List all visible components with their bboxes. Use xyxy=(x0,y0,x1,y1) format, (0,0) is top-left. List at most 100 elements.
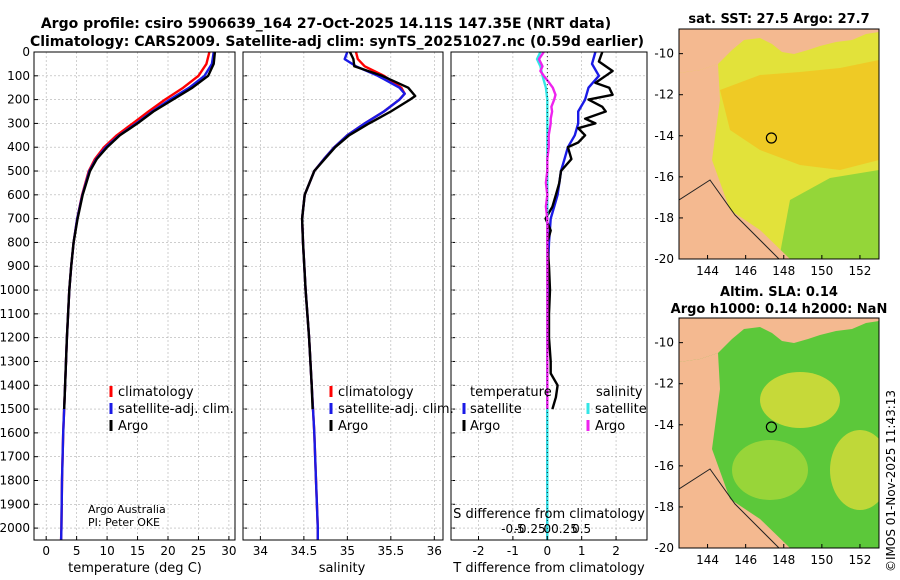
legend-label-satellite: satellite-adj. clim. xyxy=(338,402,454,417)
depth-tick-label: 2000 xyxy=(0,521,30,535)
s-tick-label: -0.25 xyxy=(515,522,546,536)
temperature-legend: climatology satellite-adj. clim. Argo xyxy=(109,385,234,434)
figure-title-line1: Argo profile: csiro 5906639_164 27-Oct-2… xyxy=(41,16,611,32)
lon-tick-label: 146 xyxy=(734,264,757,278)
depth-tick-label: 300 xyxy=(7,116,30,130)
depth-tick-label: 200 xyxy=(7,93,30,107)
depth-tick-label: 500 xyxy=(7,164,30,178)
lat-tick-label: -16 xyxy=(654,170,674,184)
s-tick-label: -0.5 xyxy=(501,522,524,536)
depth-tick-label: 1500 xyxy=(0,402,30,416)
queensland-coast xyxy=(679,64,790,259)
sst-map-frame xyxy=(678,28,880,260)
credit-line2: PI: Peter OKE xyxy=(88,516,160,529)
s-difference-label: S difference from climatology xyxy=(453,507,645,522)
series-line-t-argo xyxy=(544,51,614,410)
x-tick-label: 0 xyxy=(543,544,551,558)
legend-label-s-satellite: satellite xyxy=(595,402,647,417)
lat-tick-label: -18 xyxy=(654,500,674,514)
legend-label-t-satellite: satellite xyxy=(470,402,522,417)
cool-sst-patch xyxy=(779,170,879,259)
legend-label-argo: Argo xyxy=(118,419,148,434)
depth-tick-label: 1200 xyxy=(0,331,30,345)
lon-tick-label: 152 xyxy=(848,553,871,567)
legend-header-temperature: temperature xyxy=(470,385,552,400)
warm-sst-patch xyxy=(720,60,879,170)
sla-high-patch xyxy=(760,372,840,428)
x-tick-label: 34 xyxy=(253,544,268,558)
depth-tick-label: 600 xyxy=(7,188,30,202)
salinity-axes-frame xyxy=(242,51,444,541)
sst-map: sat. SST: 27.5 Argo: 27.7 -10 -12 -14 -16 -1… xyxy=(654,12,880,278)
depth-tick-label: 800 xyxy=(7,235,30,249)
lon-tick-label: 144 xyxy=(696,553,719,567)
imos-watermark: ©IMOS 01-Nov-2025 11:43:13 xyxy=(884,390,898,572)
x-tick-label: -1 xyxy=(507,544,519,558)
lat-tick-label: -14 xyxy=(654,129,674,143)
legend-label-climatology: climatology xyxy=(338,385,414,400)
salinity-xlabel: salinity xyxy=(319,561,366,576)
lon-tick-label: 148 xyxy=(772,553,795,567)
lat-tick-label: -10 xyxy=(654,336,674,350)
x-tick-label: 15 xyxy=(130,544,145,558)
x-tick-label: 1 xyxy=(578,544,586,558)
lat-tick-label: -12 xyxy=(654,88,674,102)
x-tick-label: 0 xyxy=(42,544,50,558)
lon-tick-label: 148 xyxy=(772,264,795,278)
sst-map-title: sat. SST: 27.5 Argo: 27.7 xyxy=(688,12,869,27)
depth-tick-label: 1400 xyxy=(0,378,30,392)
x-tick-label: 35.5 xyxy=(377,544,404,558)
depth-tick-label: 400 xyxy=(7,140,30,154)
float-location-marker xyxy=(765,421,778,433)
lat-tick-label: -14 xyxy=(654,418,674,432)
lat-tick-label: -10 xyxy=(654,47,674,61)
bathymetry-contour xyxy=(679,179,780,259)
depth-tick-label: 100 xyxy=(7,69,30,83)
sla-map-field xyxy=(679,318,879,548)
sla-map: Altim. SLA: 0.14 Argo h1000: 0.14 h2000:… xyxy=(654,285,887,567)
lon-tick-label: 152 xyxy=(848,264,871,278)
sla-mid-patch xyxy=(732,440,808,500)
depth-tick-label: 1300 xyxy=(0,354,30,368)
legend-label-argo: Argo xyxy=(338,419,368,434)
lat-tick-label: -12 xyxy=(654,377,674,391)
series-line-argo xyxy=(63,51,217,410)
depth-tick-label: 1000 xyxy=(0,283,30,297)
temperature-x-ticks: 0 5 10 15 20 25 30 xyxy=(42,536,237,558)
legend-label-t-argo: Argo xyxy=(470,419,500,434)
legend-label-s-argo: Argo xyxy=(595,419,625,434)
depth-tick-labels: 0 100 200 300 400 500 600 700 800 900 1000 1100 1200… xyxy=(0,45,455,535)
legend-label-climatology: climatology xyxy=(118,385,194,400)
sla-map-title: Altim. SLA: 0.14 xyxy=(720,285,838,300)
sst-map-lon-ticks: 144 146 148 150 152 xyxy=(696,255,871,278)
credit-line1: Argo Australia xyxy=(88,503,166,516)
lat-tick-label: -18 xyxy=(654,211,674,225)
temperature-axes-frame xyxy=(33,51,236,541)
x-tick-label: 2 xyxy=(612,544,620,558)
lon-tick-label: 144 xyxy=(696,264,719,278)
series-line-argo xyxy=(300,51,417,410)
x-tick-label: -2 xyxy=(473,544,485,558)
temperature-xlabel: temperature (deg C) xyxy=(68,561,202,576)
salinity-lines xyxy=(300,51,417,540)
sst-map-field xyxy=(679,29,879,259)
depth-tick-label: 0 xyxy=(22,45,30,59)
x-tick-label: 20 xyxy=(160,544,175,558)
depth-tick-label: 1100 xyxy=(0,307,30,321)
x-tick-label: 30 xyxy=(221,544,236,558)
difference-lines xyxy=(535,51,614,540)
s-tick-label: 0.25 xyxy=(551,522,578,536)
lon-tick-label: 150 xyxy=(810,264,833,278)
lat-tick-label: -20 xyxy=(654,541,674,555)
difference-x-ticks: -2 -1 0 1 2 xyxy=(473,536,620,558)
salinity-panel: 34 34.5 35 35.5 36 salinity climatology sate… xyxy=(242,51,454,576)
legend-label-satellite: satellite-adj. clim. xyxy=(118,402,234,417)
ocean-field xyxy=(679,321,879,548)
x-tick-label: 25 xyxy=(191,544,206,558)
x-tick-label: 35 xyxy=(340,544,355,558)
s-tick-label: 0 xyxy=(543,522,551,536)
x-tick-label: 34.5 xyxy=(291,544,318,558)
salinity-legend: climatology satellite-adj. clim. Argo xyxy=(329,385,454,434)
depth-tick-label: 900 xyxy=(7,259,30,273)
